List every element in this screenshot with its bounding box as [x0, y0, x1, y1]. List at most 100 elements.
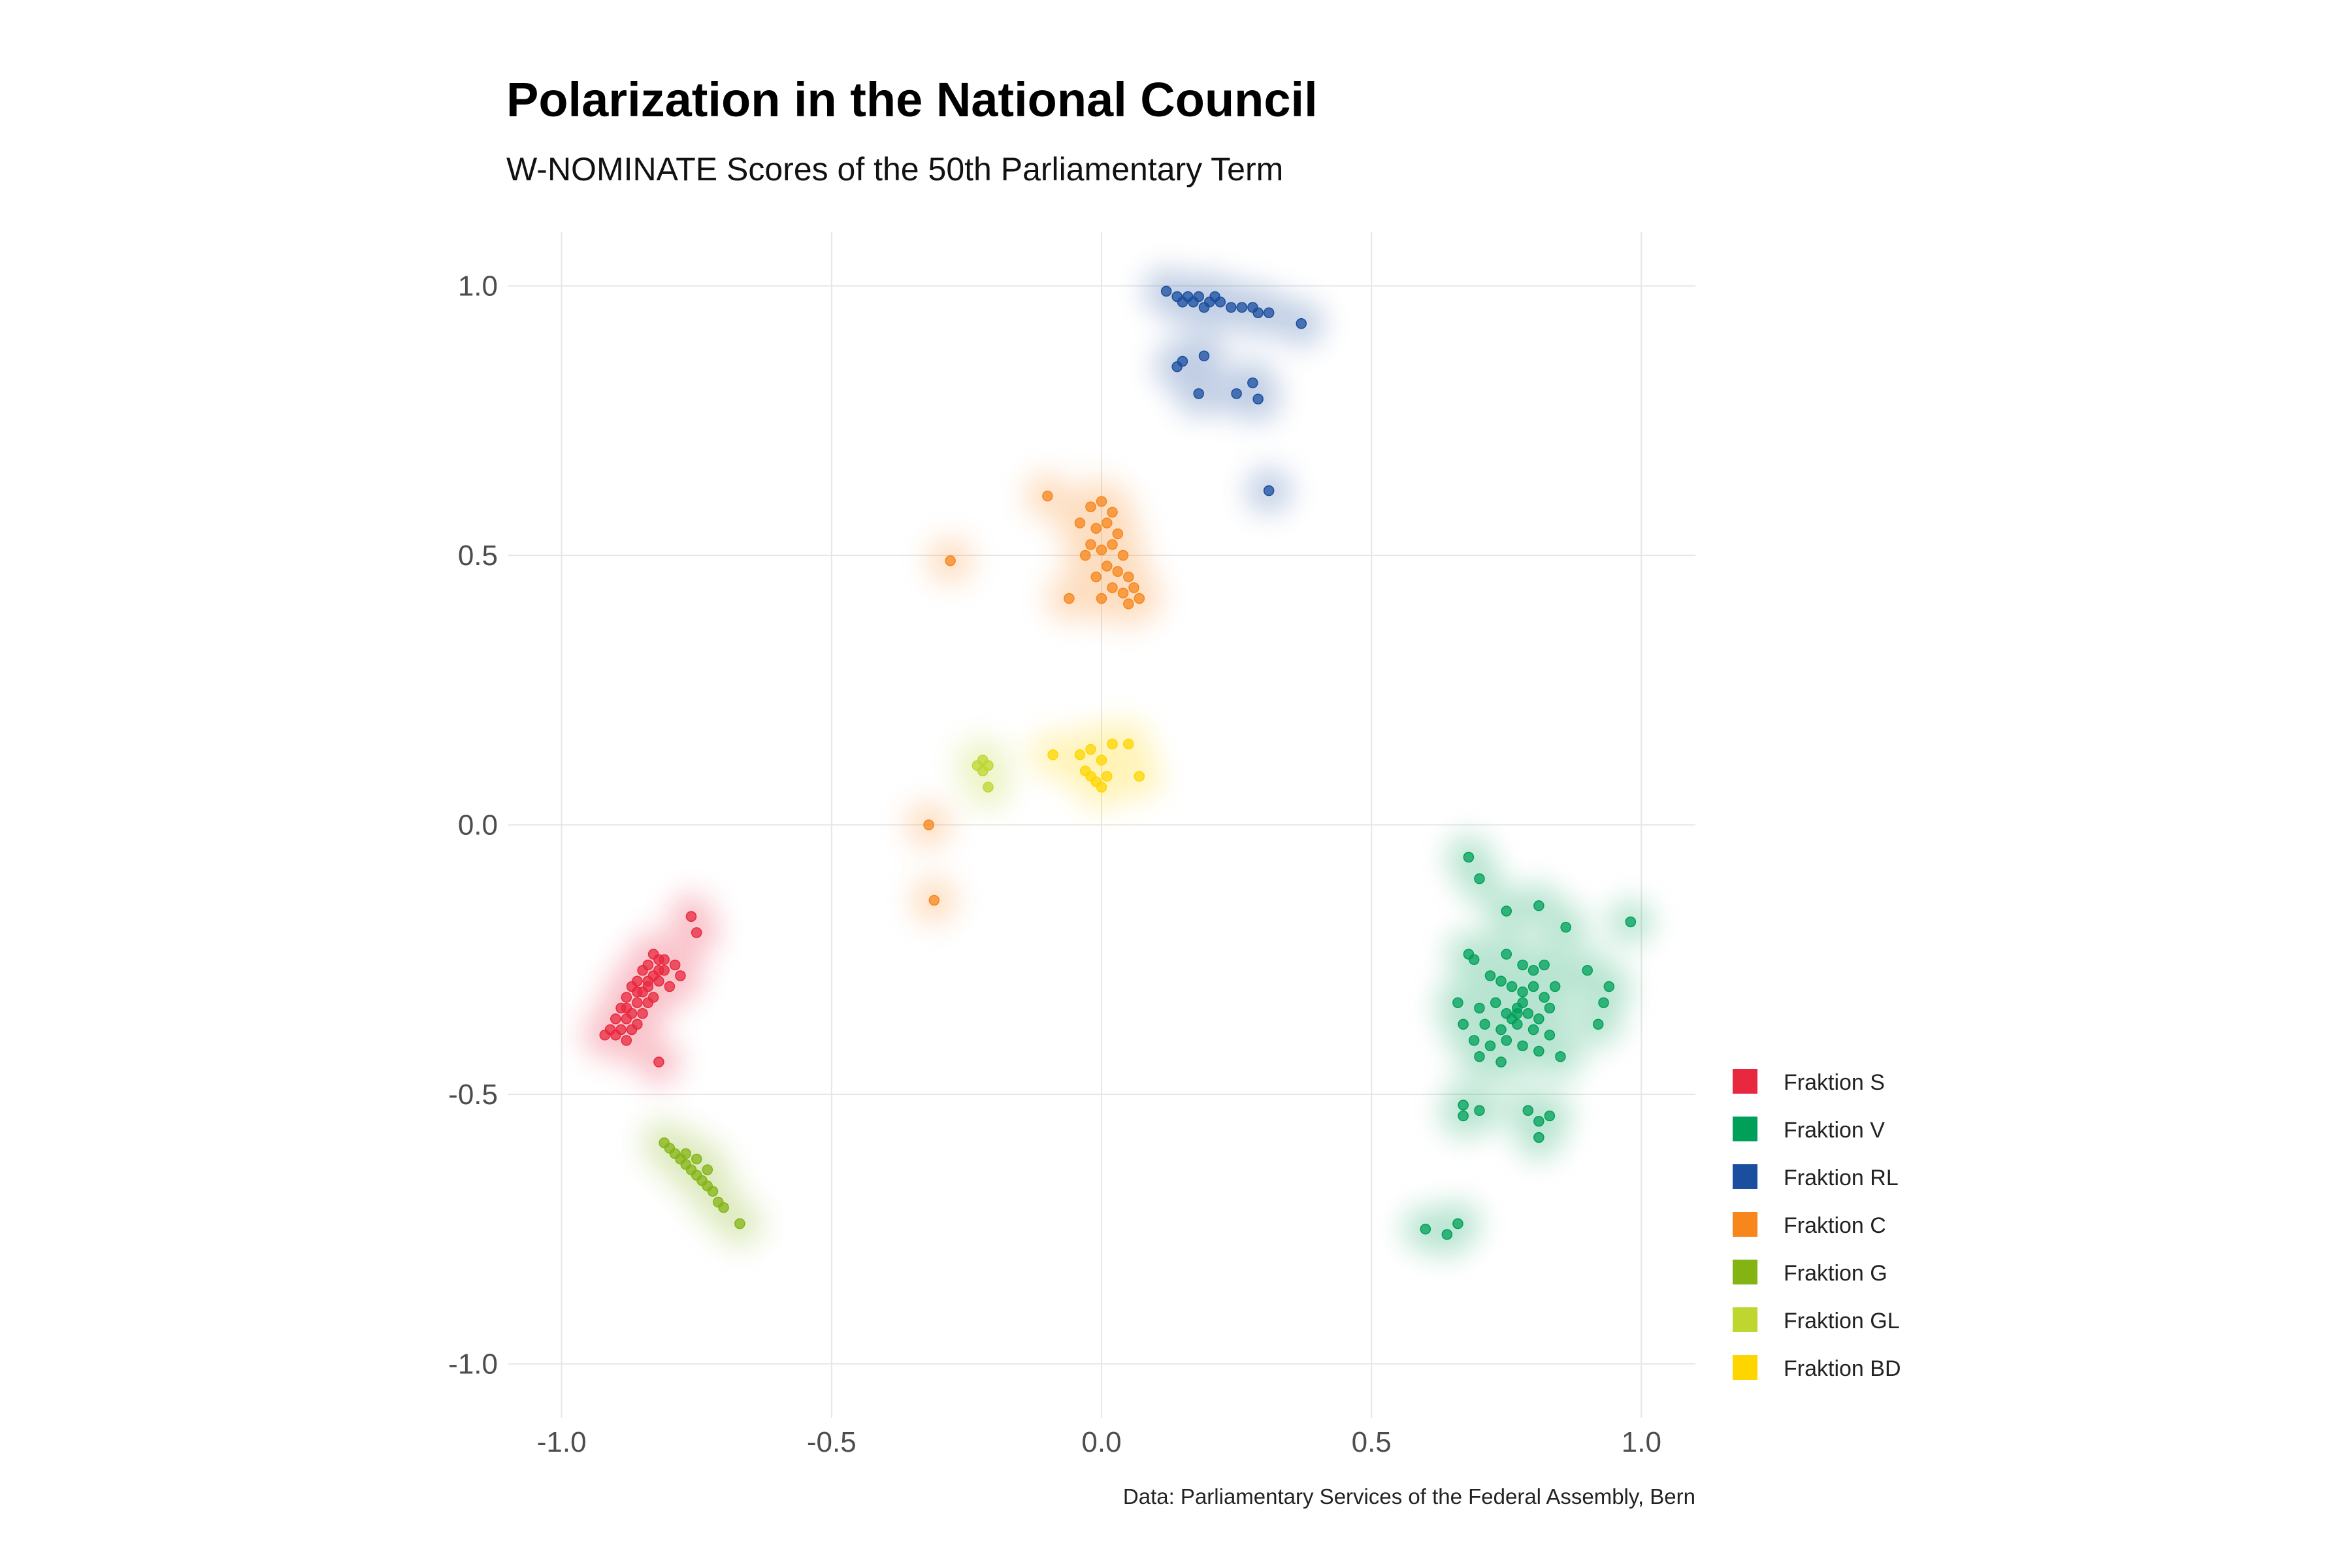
- y-tick-label: -0.5: [448, 1079, 498, 1111]
- data-point: [1527, 981, 1539, 992]
- data-point: [1501, 906, 1512, 917]
- legend-label: Fraktion BD: [1784, 1356, 1901, 1381]
- data-point: [1506, 981, 1518, 992]
- legend-swatch: [1733, 1164, 1757, 1189]
- density-1: [1403, 835, 1653, 1257]
- data-point: [702, 1164, 713, 1175]
- legend-swatch: [1733, 1260, 1757, 1284]
- legend-swatch: [1733, 1307, 1757, 1332]
- data-point: [928, 894, 940, 906]
- data-point: [1495, 1024, 1507, 1036]
- legend-label: Fraktion V: [1784, 1118, 1885, 1143]
- data-point: [1463, 851, 1475, 863]
- data-point: [691, 927, 702, 938]
- data-point: [653, 975, 664, 987]
- data-point: [1209, 291, 1220, 302]
- data-point: [632, 997, 643, 1008]
- data-point: [1517, 959, 1528, 971]
- data-point: [1495, 975, 1507, 987]
- data-point: [1074, 517, 1086, 529]
- legend-label: Fraktion G: [1784, 1261, 1887, 1286]
- data-point: [1064, 593, 1075, 604]
- data-point: [1198, 350, 1210, 361]
- data-point: [1102, 517, 1113, 529]
- data-point: [621, 992, 632, 1003]
- data-point: [659, 954, 670, 965]
- data-point: [1102, 771, 1113, 782]
- density-clouds: [582, 269, 1653, 1257]
- data-point: [637, 965, 648, 976]
- data-point: [1533, 1045, 1544, 1057]
- data-point: [1501, 949, 1512, 960]
- data-point: [1527, 965, 1539, 976]
- data-point: [1085, 501, 1096, 512]
- data-point: [1193, 388, 1204, 399]
- data-point: [1458, 1100, 1469, 1111]
- data-point: [923, 819, 934, 830]
- data-point: [1506, 1013, 1518, 1024]
- data-point: [1096, 593, 1107, 604]
- data-point: [1517, 1040, 1528, 1051]
- data-point: [1539, 992, 1550, 1003]
- data-point: [691, 1153, 702, 1165]
- data-point: [1452, 997, 1463, 1008]
- data-point: [1074, 749, 1086, 760]
- data-point: [1544, 1002, 1556, 1014]
- data-point: [1560, 922, 1571, 933]
- legend-label: Fraktion S: [1784, 1070, 1885, 1095]
- data-point: [1468, 1035, 1480, 1046]
- data-point: [1458, 1110, 1469, 1122]
- data-point: [653, 965, 664, 976]
- data-point: [626, 1024, 638, 1036]
- data-point: [1603, 981, 1615, 992]
- data-point: [1263, 307, 1275, 318]
- data-point: [1231, 388, 1242, 399]
- chart-subtitle: W-NOMINATE Scores of the 50th Parliament…: [506, 151, 1283, 188]
- data-point: [1544, 1110, 1556, 1122]
- data-point: [610, 1030, 621, 1041]
- data-point: [1625, 916, 1637, 928]
- x-tick-label: -0.5: [807, 1426, 857, 1458]
- density-6: [1030, 721, 1162, 809]
- data-point: [1102, 561, 1113, 572]
- data-point: [1085, 539, 1096, 550]
- data-point: [1226, 302, 1237, 313]
- data-point: [1495, 1056, 1507, 1068]
- legend-swatch: [1733, 1117, 1757, 1141]
- data-point: [669, 959, 681, 971]
- data-point: [718, 1202, 729, 1213]
- data-point: [1117, 549, 1129, 561]
- data-point: [1107, 582, 1118, 593]
- legend-swatch: [1733, 1069, 1757, 1094]
- x-axis: -1.0 -0.5 0.0 0.5 1.0: [537, 1426, 1661, 1458]
- legend-swatch: [1733, 1212, 1757, 1237]
- data-point: [1247, 377, 1258, 389]
- data-point: [1555, 1051, 1566, 1062]
- data-point: [1490, 997, 1501, 1008]
- data-point: [1420, 1224, 1431, 1235]
- data-point: [1112, 566, 1124, 577]
- data-point: [1252, 393, 1264, 404]
- data-point: [610, 1013, 621, 1024]
- legend: Fraktion S Fraktion V Fraktion RL Fraktion …: [1733, 1069, 1901, 1381]
- chart-title: Polarization in the National Council: [506, 73, 1318, 127]
- data-point: [1549, 981, 1561, 992]
- data-point: [1527, 1024, 1539, 1036]
- data-point: [1296, 318, 1307, 329]
- data-point: [1252, 307, 1264, 318]
- data-point: [1198, 302, 1210, 313]
- data-point: [1117, 587, 1129, 598]
- data-point: [1474, 873, 1485, 885]
- y-tick-label: -1.0: [448, 1348, 498, 1380]
- data-point: [1177, 355, 1188, 367]
- density-3: [906, 474, 1162, 923]
- data-point: [983, 781, 994, 792]
- y-tick-label: 0.0: [458, 809, 498, 841]
- data-point: [1441, 1229, 1453, 1240]
- data-point: [1090, 571, 1102, 583]
- data-point: [637, 1008, 648, 1019]
- data-point: [1107, 738, 1118, 749]
- data-point: [1096, 755, 1107, 766]
- data-point: [1107, 506, 1118, 518]
